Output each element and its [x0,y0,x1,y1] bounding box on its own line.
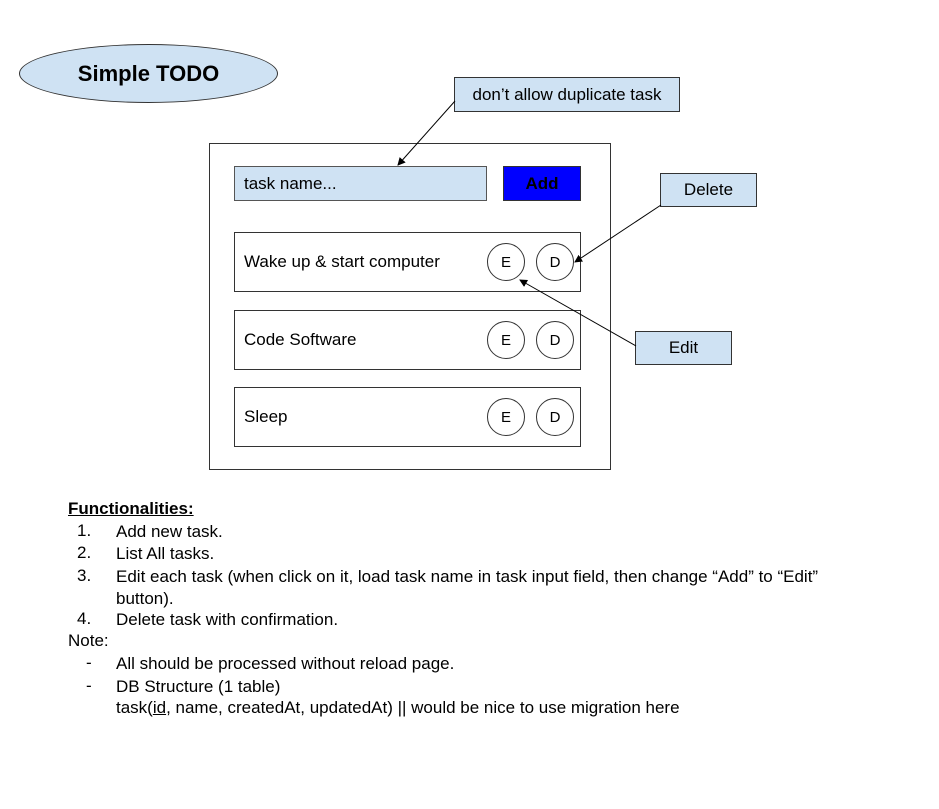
list-number: 1. [77,521,92,540]
note-item: All should be processed without reload p… [116,654,455,673]
title-ellipse: Simple TODO [19,44,278,103]
list-number: 4. [77,609,92,628]
db-text-pre: task( [116,698,153,717]
edit-task-button[interactable]: E [487,398,525,436]
task-row: Wake up & start computer E D [234,232,581,292]
functionalities-heading: Functionalities: [68,499,194,518]
list-item: Edit each task (when click on it, load t… [116,567,819,586]
edit-task-button[interactable]: E [487,243,525,281]
task-label: Wake up & start computer [244,252,440,271]
list-item: Delete task with confirmation. [116,610,339,629]
note-label: Note: [68,631,109,650]
edit-task-button[interactable]: E [487,321,525,359]
task-name-input[interactable] [234,166,487,201]
bullet-dash: - [86,653,92,672]
callout-delete-note: Delete [660,173,757,207]
db-text-post: , name, createdAt, updatedAt) || would b… [166,698,680,717]
list-number: 2. [77,543,92,562]
callout-duplicate-note: don’t allow duplicate task [454,77,680,112]
list-item: List All tasks. [116,544,215,563]
task-label: Code Software [244,330,357,349]
db-structure-line: task(id, name, createdAt, updatedAt) || … [116,697,680,718]
delete-task-button[interactable]: D [536,243,574,281]
list-item-continuation: button). [116,589,174,608]
app-title: Simple TODO [77,60,220,86]
note-item: DB Structure (1 table) [116,677,281,696]
task-row: Sleep E D [234,387,581,447]
callout-edit-note: Edit [635,331,732,365]
delete-task-button[interactable]: D [536,321,574,359]
delete-task-button[interactable]: D [536,398,574,436]
list-number: 3. [77,566,92,585]
list-item: Add new task. [116,522,223,541]
bullet-dash: - [86,676,92,695]
add-button[interactable]: Add [503,166,581,201]
task-label: Sleep [244,407,288,426]
db-primary-key: id [152,698,167,717]
task-row: Code Software E D [234,310,581,370]
